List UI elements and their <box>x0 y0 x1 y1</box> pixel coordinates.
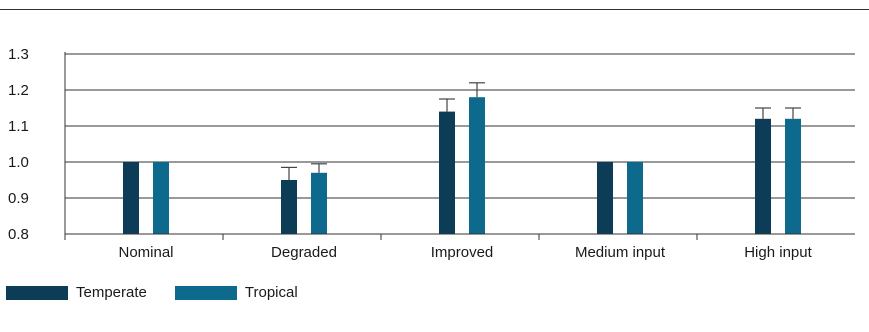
bar-temperate <box>755 118 771 234</box>
x-tick-label: Nominal <box>118 244 173 261</box>
gridlines <box>64 52 855 240</box>
bar-chart: 0.8 0.9 1.0 1.1 1.2 1.3 Nominal Degraded Improv… <box>0 9 869 261</box>
y-tick-label: 1.3 <box>8 46 29 63</box>
bar-tropical <box>311 172 327 234</box>
legend-item-temperate: Temperate <box>6 284 147 301</box>
bar-tropical <box>627 162 643 234</box>
bar-temperate <box>439 111 455 234</box>
y-axis-ticks: 0.8 0.9 1.0 1.1 1.2 1.3 <box>8 46 29 243</box>
y-tick-label: 1.0 <box>8 154 29 171</box>
y-tick-label: 1.2 <box>8 82 29 99</box>
legend-label-tropical: Tropical <box>244 284 298 301</box>
bar-tropical <box>153 162 169 234</box>
legend: Temperate Tropical <box>6 284 326 301</box>
x-axis-ticks: Nominal Degraded Improved Medium input High … <box>118 234 813 261</box>
legend-swatch-tropical <box>174 285 237 300</box>
legend-label-temperate: Temperate <box>76 284 147 301</box>
legend-swatch-temperate <box>6 285 68 300</box>
error-bars <box>281 82 801 180</box>
y-tick-label: 1.1 <box>8 118 29 135</box>
y-tick-label: 0.9 <box>8 190 29 207</box>
x-tick-label: High input <box>744 244 812 261</box>
bar-temperate <box>597 162 613 234</box>
x-tick-label: Improved <box>431 244 494 261</box>
bar-temperate <box>123 162 139 234</box>
bar-temperate <box>281 180 297 234</box>
bar-tropical <box>469 97 485 234</box>
x-tick-label: Degraded <box>271 244 337 261</box>
y-tick-label: 0.8 <box>8 226 29 243</box>
bars <box>123 97 801 234</box>
x-tick-label: Medium input <box>575 244 666 261</box>
bar-tropical <box>785 118 801 234</box>
legend-item-tropical: Tropical <box>174 284 298 301</box>
